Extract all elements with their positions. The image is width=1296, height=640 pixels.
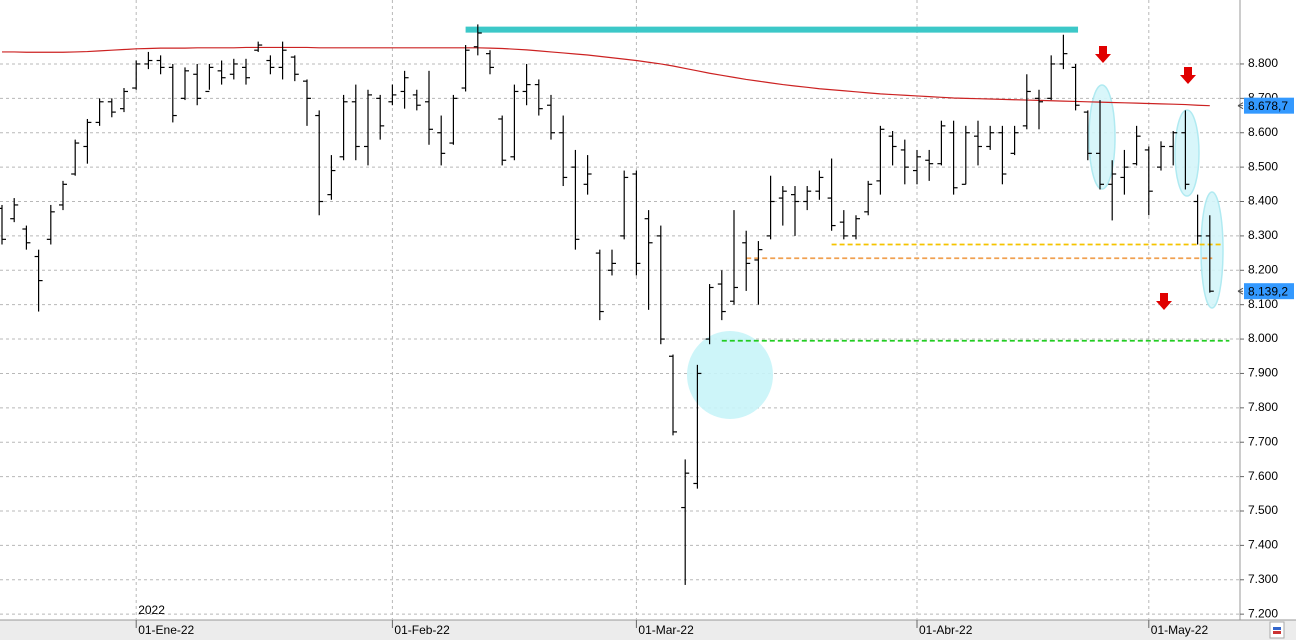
axes: 7.200 7.300 7.400 7.500 7.600 7.700 7.800 7.900…: [135, 56, 1294, 637]
y-tick-label: 7.900: [1248, 366, 1278, 380]
y-tick-label: 8.500: [1248, 159, 1278, 173]
highlight-ellipse: [1200, 191, 1224, 309]
price-bars: [0, 24, 1214, 585]
x-axis-strip: [0, 620, 1296, 640]
price-marker: [1244, 283, 1294, 300]
arrows: [1095, 46, 1196, 310]
x-tick-label: 01-Mar-22: [638, 623, 694, 637]
highlight-ellipse: [687, 331, 773, 419]
y-tick-label: 8.800: [1248, 56, 1278, 70]
y-tick-label: 7.700: [1248, 434, 1278, 448]
levels: [2, 26, 1230, 342]
down-arrow: [1180, 67, 1196, 84]
price-pointer: [1237, 102, 1244, 110]
y-tick-label: 8.400: [1248, 194, 1278, 208]
y-tick-label: 8.200: [1248, 262, 1278, 276]
y-tick-label: 7.500: [1248, 503, 1278, 517]
corner-icon: [1269, 621, 1285, 639]
down-arrow: [1095, 46, 1111, 63]
year-label: 2022: [138, 603, 165, 617]
highlight-ellipse: [1088, 84, 1116, 190]
annotations: [687, 84, 1224, 419]
moving-average: [2, 46, 1210, 107]
price-marker-label: 8.678,7: [1248, 99, 1288, 113]
x-tick-label: 01-Ene-22: [138, 623, 194, 637]
y-tick-label: 7.300: [1248, 572, 1278, 586]
x-tick-label: 01-May-22: [1151, 623, 1209, 637]
y-tick-label: 8.100: [1248, 297, 1278, 311]
icon-part: [1273, 627, 1281, 630]
y-tick-label: 8.000: [1248, 331, 1278, 345]
x-tick-label: 01-Abr-22: [919, 623, 973, 637]
icon-part: [1273, 631, 1281, 634]
price-marker-label: 8.139,2: [1248, 284, 1288, 298]
y-tick-label: 8.600: [1248, 125, 1278, 139]
price-pointer: [1237, 287, 1244, 295]
x-tick-label: 01-Feb-22: [394, 623, 450, 637]
y-tick-label: 7.400: [1248, 538, 1278, 552]
price-marker: [1244, 97, 1294, 114]
y-tick-label: 7.200: [1248, 606, 1278, 620]
y-tick-label: 7.600: [1248, 469, 1278, 483]
y-tick-label: 7.800: [1248, 400, 1278, 414]
down-arrow: [1156, 293, 1172, 310]
highlight-ellipse: [1174, 109, 1200, 197]
y-tick-label: 8.300: [1248, 228, 1278, 242]
